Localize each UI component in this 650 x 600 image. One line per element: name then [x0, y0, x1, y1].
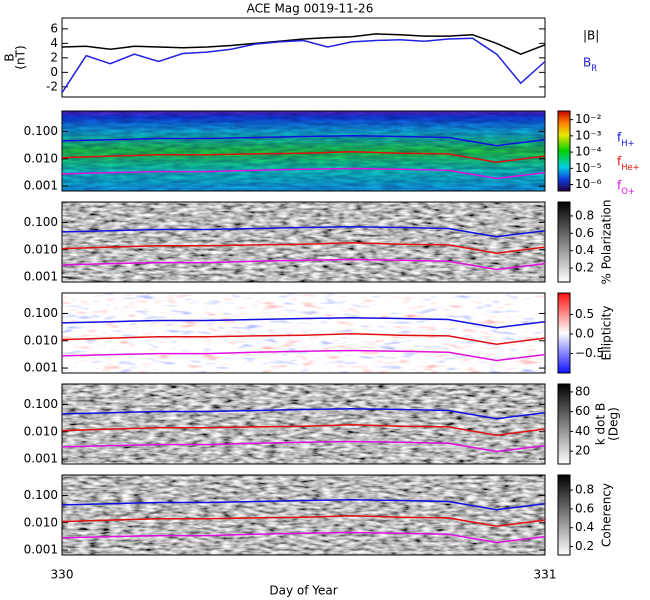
y-axis-label: B	[3, 53, 17, 61]
y-tick-label: 0.100	[24, 215, 58, 229]
colorbar-tick-label: 0.6	[575, 226, 594, 240]
colorbar-tick-label: 20	[575, 444, 590, 458]
data-line	[61, 316, 546, 329]
data-line	[61, 242, 546, 254]
y-tick-label: 0.001	[24, 452, 58, 466]
colorbar-tick-label: 0.8	[575, 208, 594, 222]
y-tick-label: 0	[50, 65, 58, 79]
y-tick-label: 0.010	[24, 515, 58, 529]
colorbar-tick-label: 10⁻⁵	[575, 161, 602, 175]
colorbar-label: k dot B	[594, 403, 608, 445]
y-tick-label: -2	[46, 79, 58, 93]
colorbar-tick-label: 0.2	[575, 539, 594, 553]
y-tick-label: 0.010	[24, 242, 58, 256]
y-tick-label: 6	[50, 21, 58, 35]
x-tick-label: 330	[51, 568, 74, 582]
colorbar	[557, 201, 571, 283]
y-axis-label: (nT)	[14, 45, 28, 69]
data-line	[61, 407, 546, 420]
data-line	[61, 258, 546, 271]
x-axis-label: Day of Year	[269, 584, 337, 598]
y-tick-label: 0.001	[24, 270, 58, 284]
y-tick-label: 0.001	[24, 361, 58, 375]
colorbar-tick-label: 60	[575, 404, 590, 418]
y-tick-label: 2	[50, 50, 58, 64]
plot-frame	[61, 474, 546, 556]
colorbar-tick-label: −0.5	[575, 346, 604, 360]
colorbar-tick-label: 10⁻⁴	[575, 145, 602, 159]
y-tick-label: 0.010	[24, 151, 58, 165]
colorbar	[557, 474, 571, 556]
plot-frame	[61, 110, 546, 192]
colorbar-tick-label: 80	[575, 384, 590, 398]
data-line	[61, 167, 546, 180]
colorbar-tick-label: 0.6	[575, 501, 594, 515]
spectrogram-image	[62, 475, 545, 555]
colorbar-tick-label: 40	[575, 424, 590, 438]
y-tick-label: 0.001	[24, 543, 58, 557]
legend-label: fH+	[617, 131, 635, 148]
y-tick-label: 0.100	[24, 124, 58, 138]
legend-label: BR	[583, 56, 597, 73]
y-tick-label: 0.001	[24, 179, 58, 193]
plot-frame	[61, 292, 546, 374]
spectrogram-image	[62, 202, 545, 282]
colorbar-tick-label: 0.4	[575, 520, 594, 534]
colorbar-label: (Deg)	[607, 407, 621, 441]
legend-label: fHe+	[617, 155, 640, 172]
colorbar-tick-label: 10⁻⁶	[575, 177, 602, 191]
spectrogram-image	[62, 293, 545, 373]
spectrogram-image	[62, 384, 545, 464]
colorbar-tick-label: 0.4	[575, 243, 594, 257]
colorbar	[557, 110, 571, 192]
data-line	[61, 440, 546, 453]
y-tick-label: 0.010	[24, 333, 58, 347]
chart-title: ACE Mag 0019-11-26	[247, 2, 374, 16]
y-tick-label: 0.100	[24, 306, 58, 320]
colorbar-tick-label: 0.5	[575, 307, 594, 321]
y-tick-label: 0.010	[24, 424, 58, 438]
colorbar-tick-label: 0.8	[575, 483, 594, 497]
x-tick-label: 331	[534, 568, 557, 582]
plot-frame	[61, 383, 546, 465]
spectrogram-texture	[62, 111, 545, 191]
y-tick-label: 0.100	[24, 488, 58, 502]
data-line	[61, 424, 546, 436]
data-line	[61, 333, 546, 345]
data-line	[61, 37, 546, 94]
data-line	[61, 33, 546, 56]
y-tick-label: 4	[50, 36, 58, 50]
data-line	[61, 515, 546, 527]
colorbar-label: % Polarization	[600, 200, 614, 285]
data-line	[61, 531, 546, 544]
data-line	[61, 134, 546, 147]
plot-frame	[61, 17, 546, 98]
y-tick-label: 0.100	[24, 397, 58, 411]
colorbar-tick-label: 0.2	[575, 261, 594, 275]
colorbar-tick-label: 10⁻²	[575, 112, 602, 126]
colorbar-label: Coherency	[600, 483, 614, 547]
data-line	[61, 151, 546, 163]
colorbar	[557, 383, 571, 465]
data-line	[61, 498, 546, 511]
colorbar	[557, 292, 571, 374]
data-line	[61, 349, 546, 362]
plot-frame	[61, 201, 546, 283]
colorbar-label: Ellipticity	[600, 306, 614, 361]
data-line	[61, 225, 546, 238]
legend-label: fO+	[617, 179, 635, 196]
colorbar-tick-label: 10⁻³	[575, 128, 602, 142]
legend-label: |B|	[583, 29, 599, 43]
colorbar-tick-label: 0.0	[575, 326, 594, 340]
